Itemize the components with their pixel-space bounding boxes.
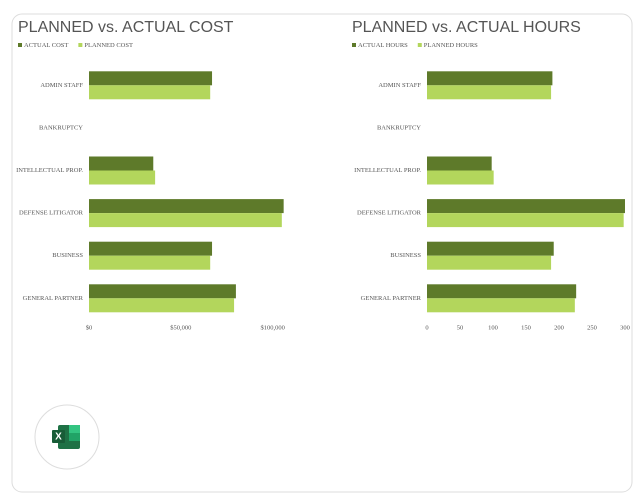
bar <box>89 71 213 86</box>
category-label: DEFENSE LITIGATOR <box>357 210 422 217</box>
chart: PLANNED vs. ACTUAL COST ACTUAL COST PLANNE… <box>16 19 285 331</box>
category-label: ADMIN STAFF <box>40 82 83 89</box>
category-label: GENERAL PARTNER <box>361 295 422 302</box>
legend-label: ACTUAL HOURS <box>358 42 408 49</box>
legend-swatch <box>352 43 356 47</box>
x-tick-label: 100 <box>488 324 498 331</box>
x-tick-label: 250 <box>587 324 597 331</box>
bar <box>89 298 235 313</box>
legend-label: PLANNED COST <box>84 42 133 49</box>
bar <box>427 298 575 313</box>
bar <box>427 213 624 228</box>
chart: PLANNED vs. ACTUAL HOURS ACTUAL HOURS PLAN… <box>352 19 630 331</box>
bar <box>89 170 156 185</box>
category-label: INTELLECTUAL PROP. <box>354 167 421 174</box>
bar <box>427 199 625 214</box>
x-tick-label: 150 <box>521 324 531 331</box>
x-tick-label: 200 <box>554 324 564 331</box>
bar <box>89 241 213 256</box>
bar <box>427 255 552 270</box>
bar <box>89 85 211 100</box>
x-tick-label: 300 <box>620 324 630 331</box>
bar <box>427 71 553 86</box>
legend-swatch <box>18 43 22 47</box>
x-tick-label: 50 <box>457 324 464 331</box>
category-label: DEFENSE LITIGATOR <box>19 210 84 217</box>
svg-text:X: X <box>55 432 62 443</box>
category-label: BANKRUPTCY <box>39 124 83 131</box>
bar <box>427 284 577 299</box>
category-label: INTELLECTUAL PROP. <box>16 167 83 174</box>
bar <box>89 213 282 228</box>
bar <box>427 85 552 100</box>
x-tick-label: 0 <box>425 324 428 331</box>
excel-icon: X <box>34 404 100 470</box>
chart-title: PLANNED vs. ACTUAL HOURS <box>352 19 581 36</box>
bar <box>89 255 211 270</box>
legend-swatch <box>417 43 422 47</box>
chart-title: PLANNED vs. ACTUAL COST <box>18 19 234 36</box>
bar <box>89 284 236 299</box>
category-label: ADMIN STAFF <box>378 82 421 89</box>
bar <box>427 156 492 171</box>
bar <box>89 199 284 214</box>
bar <box>89 156 154 171</box>
x-tick-label: $100,000 <box>260 324 284 331</box>
bar <box>427 241 554 256</box>
category-label: BANKRUPTCY <box>377 124 421 131</box>
category-label: BUSINESS <box>390 252 421 259</box>
bar <box>427 170 494 185</box>
legend-label: ACTUAL COST <box>24 42 68 49</box>
card <box>11 13 633 493</box>
category-label: GENERAL PARTNER <box>23 295 84 302</box>
category-label: BUSINESS <box>52 252 83 259</box>
legend-label: PLANNED HOURS <box>424 42 478 49</box>
legend-swatch <box>78 43 83 47</box>
x-tick-label: $50,000 <box>170 324 191 331</box>
x-tick-label: $0 <box>86 324 93 331</box>
